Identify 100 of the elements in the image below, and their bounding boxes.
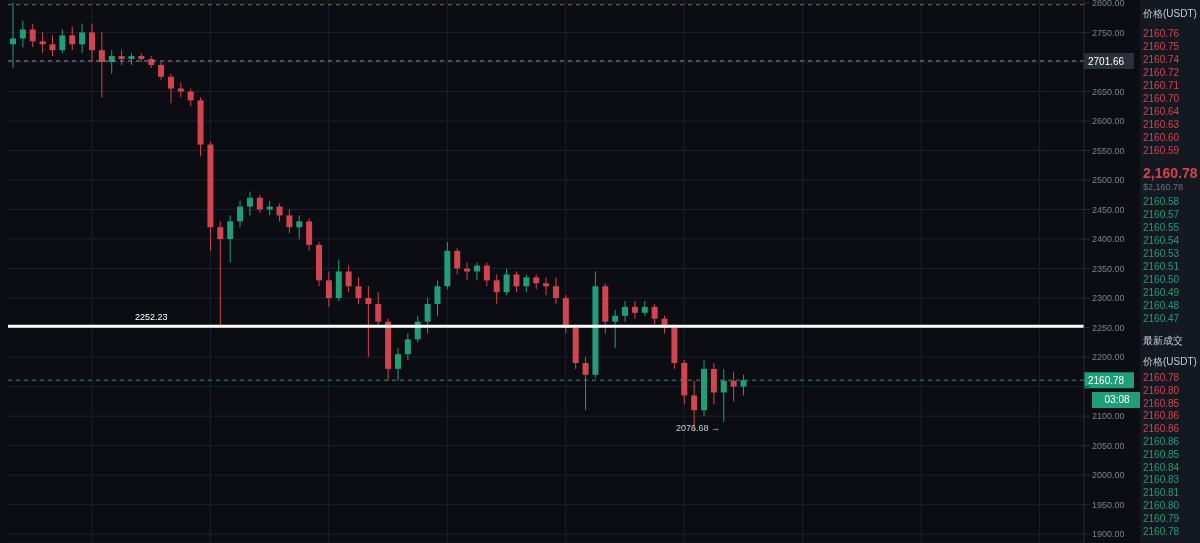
low-note: 2076.68 → <box>676 423 721 433</box>
candlestick <box>612 309 619 349</box>
y-tick-label: 2350.00 <box>1092 263 1125 274</box>
candlestick <box>79 23 86 54</box>
candlestick <box>483 262 490 287</box>
text: 2160.86 <box>1143 423 1180 435</box>
text: 2160.80 <box>1143 384 1180 396</box>
candlestick <box>651 303 658 326</box>
y-tick-label: 2050.00 <box>1092 440 1125 451</box>
text: 2160.50 <box>1143 274 1180 285</box>
candlestick <box>424 297 431 334</box>
text: 2160.86 <box>1143 436 1180 447</box>
text: 2160.55 <box>1143 222 1180 233</box>
text: 2160.86 <box>1143 410 1180 422</box>
text: 2160.58 <box>1143 196 1180 207</box>
text: 2160.49 <box>1143 287 1180 298</box>
candlestick <box>19 20 26 48</box>
candlestick <box>543 276 550 296</box>
candlestick <box>622 300 629 323</box>
y-tick-label: 2200.00 <box>1092 352 1125 363</box>
text: 2160.75 <box>1143 41 1180 52</box>
candlestick <box>246 191 253 216</box>
candlestick <box>582 356 589 411</box>
candlestick <box>345 265 352 293</box>
text: 2160.84 <box>1143 461 1180 473</box>
text: 2160.63 <box>1143 119 1180 130</box>
candlestick <box>98 31 105 98</box>
text: 2160.51 <box>1143 261 1180 272</box>
candlestick <box>365 285 372 358</box>
text: 2160.59 <box>1143 145 1180 156</box>
text: 2160.78 <box>1143 372 1180 383</box>
candlestick <box>710 362 717 405</box>
text: 2160.60 <box>1143 132 1180 143</box>
text: 2160.79 <box>1143 512 1180 524</box>
candlestick <box>355 276 362 305</box>
candlestick <box>49 34 56 57</box>
text: 2160.78 <box>1143 525 1180 537</box>
text: 2160.72 <box>1143 67 1180 78</box>
candlestick <box>296 214 303 240</box>
text: 2160.81 <box>1143 487 1180 499</box>
y-tick-label: 2650.00 <box>1092 86 1125 97</box>
candlestick <box>10 2 16 69</box>
y-tick-label: 2400.00 <box>1092 234 1125 245</box>
y-tick-label: 2500.00 <box>1092 175 1125 186</box>
candlestick <box>237 200 244 228</box>
candlestick <box>404 332 411 361</box>
text: 2160.76 <box>1143 28 1180 39</box>
candlestick <box>631 300 638 320</box>
text: 2160.57 <box>1143 209 1180 220</box>
candlestick <box>513 271 520 293</box>
text: 2160.71 <box>1143 80 1180 91</box>
y-tick-label: 2250.00 <box>1092 322 1125 333</box>
text: $2,160.78 <box>1143 182 1184 193</box>
candlestick <box>464 262 471 281</box>
candlestick <box>227 214 234 264</box>
text: 2160.54 <box>1143 235 1180 246</box>
text: 2160.80 <box>1143 500 1180 511</box>
text: 03:08 <box>1092 392 1142 408</box>
text: 2160.83 <box>1143 474 1180 486</box>
y-tick-label: 2000.00 <box>1092 470 1125 481</box>
candlestick <box>39 31 46 54</box>
text: 最新成交 <box>1143 335 1183 346</box>
candlestick <box>29 23 36 48</box>
candlestick <box>59 29 66 54</box>
y-tick-label: 2600.00 <box>1092 116 1125 127</box>
y-tick-label: 2300.00 <box>1092 293 1125 304</box>
text: 2160.85 <box>1143 448 1180 460</box>
y-tick-label: 2750.00 <box>1092 27 1125 38</box>
text: 2160.47 <box>1143 313 1180 324</box>
candlestick <box>306 217 313 252</box>
text: 2160.64 <box>1143 106 1180 117</box>
y-tick-label: 2450.00 <box>1092 204 1125 215</box>
y-tick-label: 1900.00 <box>1092 529 1125 540</box>
y-tick-label: 1950.00 <box>1092 499 1125 510</box>
candlestick <box>493 273 500 305</box>
candlestick <box>503 268 510 296</box>
y-tick-label: 2550.00 <box>1092 145 1125 156</box>
candlestick <box>552 276 559 305</box>
text: 价格(USDT) <box>1143 356 1197 367</box>
ref-line-label: 2701.66 <box>1088 55 1125 67</box>
text: 2,160.78 <box>1143 165 1198 182</box>
candlestick <box>434 279 441 317</box>
candlestick <box>69 26 76 51</box>
text: 价格(USDT) <box>1143 8 1197 19</box>
candlestick <box>167 73 174 104</box>
text: 2160.48 <box>1143 300 1180 311</box>
text: 2160.53 <box>1143 248 1180 259</box>
candlestick <box>88 23 95 63</box>
ref-line-label: 2160.78 <box>1088 375 1125 387</box>
text: 2160.85 <box>1143 397 1180 409</box>
candlestick <box>730 371 737 402</box>
candlestick <box>325 271 332 308</box>
y-tick-label: 2800.00 <box>1092 0 1125 9</box>
candlestick <box>286 209 293 234</box>
y-tick-label: 2100.00 <box>1092 411 1125 422</box>
candlestick <box>454 247 461 275</box>
candlestick <box>473 262 480 281</box>
text: 2160.74 <box>1143 54 1180 65</box>
text: 2160.70 <box>1143 93 1180 104</box>
ref-line-label: 2252.23 <box>135 312 168 323</box>
